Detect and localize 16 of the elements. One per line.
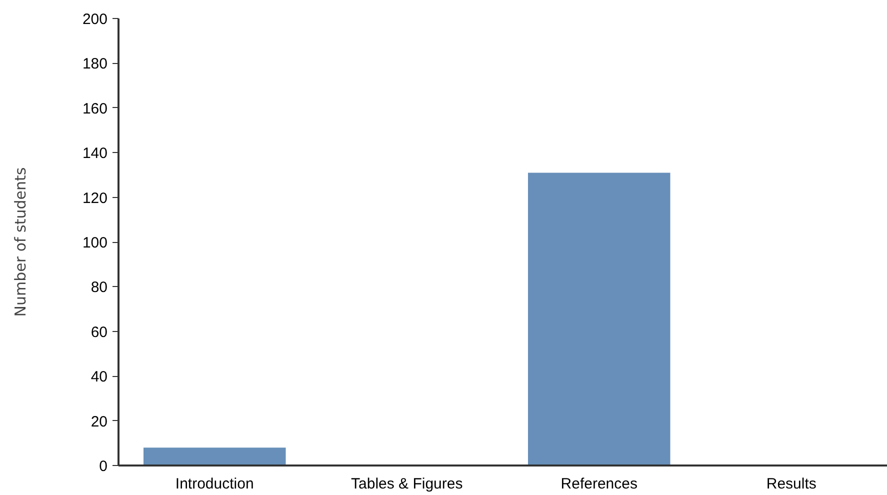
- y-tick-label: 140: [82, 145, 108, 162]
- y-axis-title: Number of students: [11, 167, 30, 317]
- y-tick-label: 120: [82, 190, 108, 207]
- x-tick-label: Introduction: [175, 476, 254, 492]
- x-tick-label: Results: [766, 476, 816, 492]
- y-tick-label: 200: [82, 11, 108, 28]
- y-tick-label: 80: [90, 279, 108, 296]
- y-tick-label: 0: [99, 458, 108, 475]
- y-tick-label: 100: [82, 234, 108, 252]
- y-tick-label: 60: [90, 324, 108, 341]
- y-tick-label: 180: [82, 56, 108, 73]
- y-tick-label: 40: [90, 368, 108, 386]
- x-tick-label: Tables & Figures: [351, 476, 463, 492]
- x-tick-label: References: [560, 476, 638, 492]
- y-tick-label: 20: [90, 413, 108, 430]
- y-tick-label: 160: [82, 100, 108, 118]
